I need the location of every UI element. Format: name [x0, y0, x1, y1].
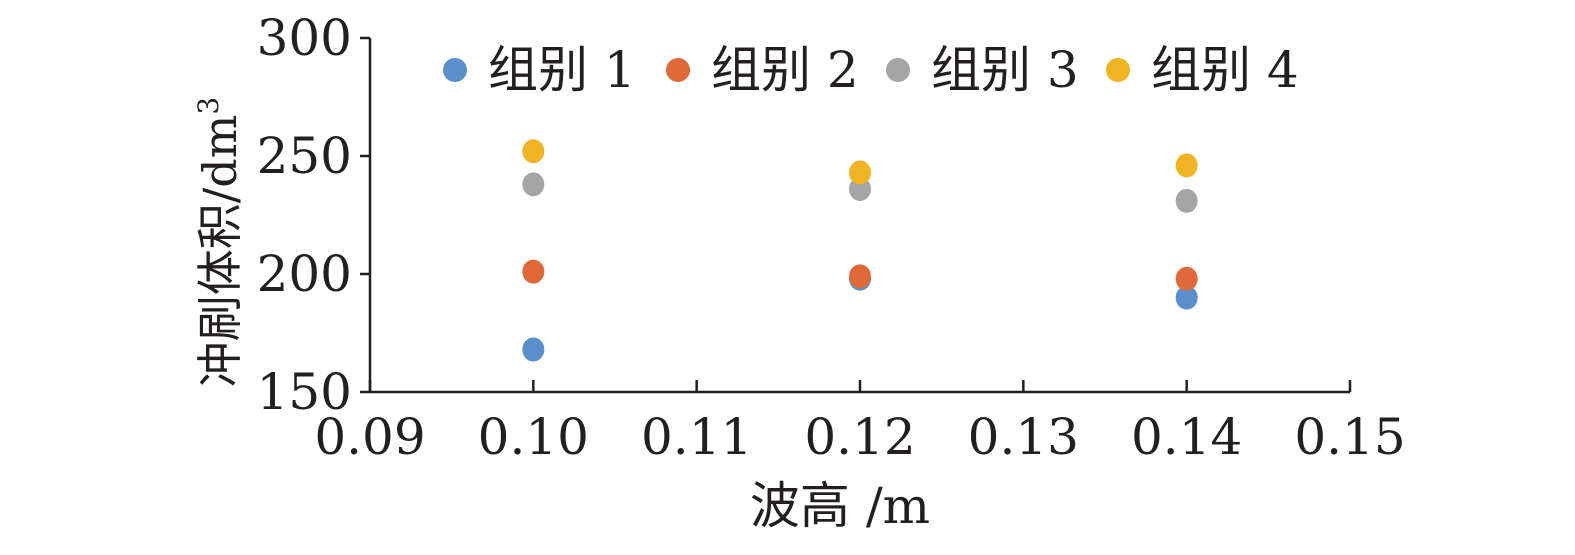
data-point — [849, 264, 871, 289]
x-tick-label: 0.14 — [1131, 408, 1242, 466]
data-point — [1175, 285, 1198, 310]
data-points — [522, 139, 1198, 362]
legend-label: 组别 1 — [488, 41, 636, 99]
x-tick-label: 0.12 — [804, 408, 915, 466]
data-point — [849, 160, 871, 185]
y-tick-label: 200 — [257, 245, 352, 303]
legend-label: 组别 4 — [1151, 41, 1299, 99]
y-axis-title-text: 冲刷体积/dm — [193, 115, 247, 388]
legend-item: 组别 4 — [1106, 41, 1299, 99]
legend: 组别 1 组别 2 组别 3 组别 4 — [443, 41, 1299, 99]
data-point — [849, 177, 871, 202]
legend-marker — [443, 58, 467, 82]
data-point — [522, 139, 545, 164]
data-point — [522, 172, 545, 197]
data-point — [522, 259, 545, 284]
y-axis-title-superscript: 3 — [192, 97, 225, 115]
data-point — [1175, 153, 1198, 178]
data-point — [522, 337, 545, 362]
y-tick-label: 150 — [257, 363, 352, 421]
series-3 — [522, 172, 1198, 213]
legend-item: 组别 3 — [886, 41, 1079, 99]
x-axis-title: 波高 /m — [750, 477, 930, 535]
legend-item: 组别 1 — [443, 41, 636, 99]
legend-item: 组别 2 — [666, 41, 859, 99]
legend-marker — [666, 58, 690, 82]
y-tick-label: 300 — [257, 9, 352, 67]
data-point — [1175, 266, 1198, 291]
legend-marker — [1106, 58, 1130, 82]
y-tick-label: 250 — [257, 127, 352, 185]
series-2 — [522, 259, 1198, 291]
axes: 150 200 250 300 0.09 0.10 0.11 0.12 0.13 0.14 0.15 — [257, 9, 1406, 466]
x-tick-label: 0.13 — [968, 408, 1079, 466]
x-tick-label: 0.09 — [314, 408, 425, 466]
legend-marker — [886, 58, 910, 82]
data-point — [1175, 188, 1198, 213]
legend-label: 组别 3 — [931, 41, 1079, 99]
y-axis-title: 冲刷体积/dm3 — [192, 97, 247, 387]
series-4 — [522, 139, 1198, 185]
x-tick-label: 0.15 — [1294, 408, 1405, 466]
legend-label: 组别 2 — [711, 41, 859, 99]
x-tick-label: 0.11 — [641, 408, 752, 466]
x-tick-label: 0.10 — [478, 408, 589, 466]
